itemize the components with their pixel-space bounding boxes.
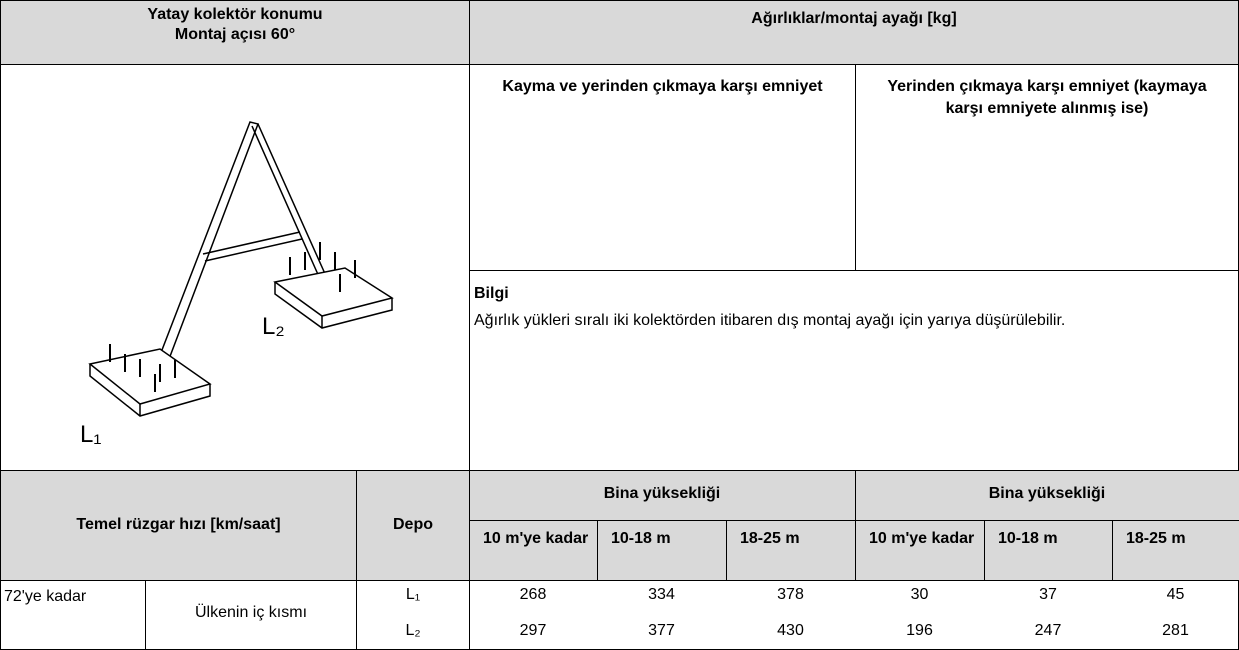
value: 281 — [1162, 622, 1189, 639]
diagram-label: L₂ — [262, 313, 285, 340]
section-title: Kayma ve yerinden çıkmaya karşı emniyet — [502, 78, 823, 95]
group-header: Bina yüksekliği — [603, 485, 721, 502]
header-title: Ağırlıklar/montaj ayağı [kg] — [751, 10, 957, 27]
value: 37 — [1039, 586, 1057, 603]
column-header: 10-18 m — [611, 530, 671, 547]
header-title: Yatay kolektör konumu — [147, 6, 323, 23]
section-title: Yerinden çıkmaya karşı emniyet (kaymaya … — [887, 78, 1207, 117]
column-header-cell — [469, 520, 598, 581]
column-header: 10-18 m — [998, 530, 1058, 547]
value: 268 — [519, 586, 547, 603]
column-header-cell — [597, 520, 727, 581]
value: 297 — [519, 622, 547, 639]
column-header: 18-25 m — [740, 530, 800, 547]
group-header-cell — [469, 470, 856, 521]
column-header-cell — [1112, 520, 1239, 581]
info-text: Ağırlık yükleri sıralı iki kolektörden i… — [474, 312, 1066, 329]
depot-header-cell — [356, 470, 470, 581]
wind-header-cell — [0, 470, 357, 581]
depot: L₁ — [405, 586, 421, 603]
wind-header: Temel rüzgar hızı [km/saat] — [76, 516, 281, 533]
info-title: Bilgi — [474, 285, 509, 302]
group-header-cell — [855, 470, 1239, 521]
depot: L₂ — [405, 622, 421, 639]
value: 247 — [1034, 622, 1062, 639]
region: Ülkenin iç kısmı — [194, 604, 308, 621]
header-right — [469, 0, 1239, 65]
depot-header: Depo — [393, 516, 433, 533]
info-cell — [469, 270, 1239, 471]
value: 430 — [777, 622, 804, 639]
header-left — [0, 0, 470, 65]
value: 30 — [910, 586, 929, 603]
speed: 72'ye kadar — [4, 588, 87, 605]
value: 196 — [906, 622, 933, 639]
column-header-cell — [855, 520, 985, 581]
column-header: 10 m'ye kadar — [483, 530, 589, 547]
diagram: L₂ L₁ — [80, 121, 394, 448]
value: 377 — [648, 622, 675, 639]
header-subtitle: Montaj açısı 60° — [174, 26, 296, 43]
value: 334 — [648, 586, 675, 603]
column-header: 10 m'ye kadar — [869, 530, 975, 547]
value: 45 — [1166, 586, 1185, 603]
diagram-label: L₁ — [80, 421, 101, 448]
value: 378 — [777, 586, 804, 603]
group-header: Bina yüksekliği — [988, 485, 1106, 502]
column-header: 18-25 m — [1126, 530, 1186, 547]
column-header-cell — [984, 520, 1113, 581]
